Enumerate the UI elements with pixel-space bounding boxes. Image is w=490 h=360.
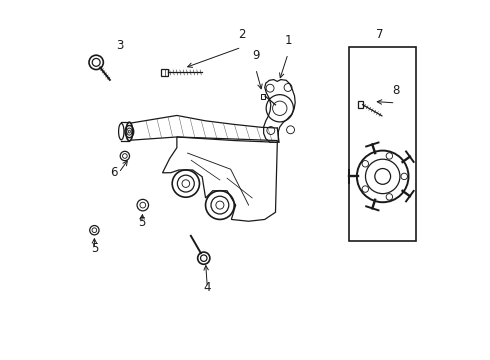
- Text: 9: 9: [252, 49, 260, 62]
- Bar: [358, 102, 363, 108]
- Bar: [161, 69, 168, 76]
- Bar: [262, 94, 265, 99]
- Bar: [349, 47, 416, 241]
- Text: 5: 5: [138, 216, 146, 229]
- Text: 1: 1: [284, 34, 292, 47]
- Text: 3: 3: [116, 39, 123, 51]
- Text: 6: 6: [110, 166, 118, 179]
- Text: 8: 8: [392, 84, 399, 97]
- Text: 4: 4: [204, 281, 211, 294]
- Text: 7: 7: [376, 28, 383, 41]
- Text: 5: 5: [91, 242, 98, 255]
- Text: 2: 2: [238, 28, 245, 41]
